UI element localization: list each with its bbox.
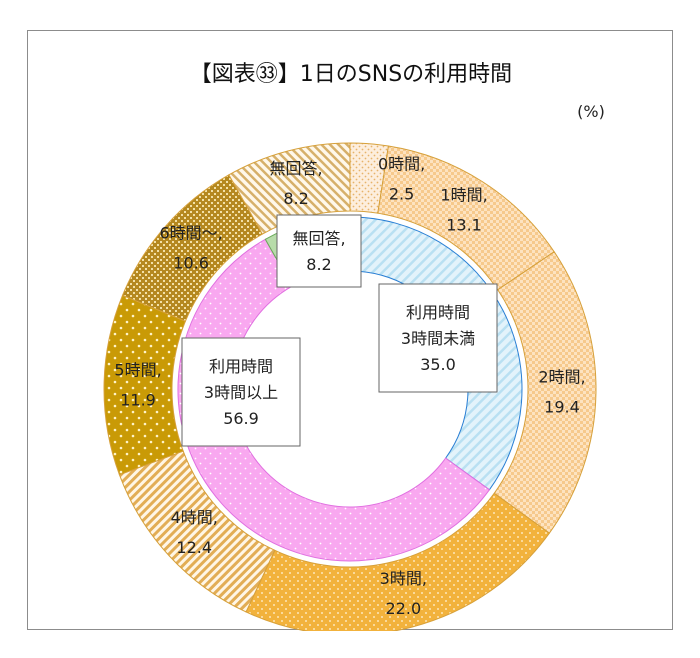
inner-label-box-0 [378, 283, 498, 393]
outer-value-4: 12.4 [176, 538, 212, 557]
chart-svg: 【図表㉝】1日のSNSの利用時間 (%) 0時間, 2.5 1時間, 13.1 2時間,… [103, 62, 605, 631]
chart-title: 【図表㉝】1日のSNSの利用時間 [190, 62, 512, 87]
outer-value-5: 11.9 [120, 390, 156, 409]
outer-label-0: 0時間, [378, 155, 425, 174]
inner-value-1: 56.9 [223, 409, 259, 428]
outer-value-3: 22.0 [386, 599, 422, 618]
inner-label-box-1 [181, 337, 301, 447]
inner-label-0-line-1: 3時間未満 [401, 329, 475, 348]
inner-labels: 利用時間 3時間未満 35.0 利用時間 3時間以上 56.9 無回答, 8.2 [181, 214, 498, 447]
inner-value-0: 35.0 [420, 355, 456, 374]
outer-label-1: 1時間, [440, 185, 487, 204]
outer-labels: 0時間, 2.5 1時間, 13.1 2時間, 19.4 3時間, 22.0 4時間, 12.4 5… [114, 155, 585, 619]
inner-label-1-line-0: 利用時間 [209, 357, 273, 376]
outer-label-6: 6時間～, [159, 224, 222, 243]
outer-label-2: 2時間, [538, 368, 585, 387]
outer-label-4: 4時間, [171, 508, 218, 527]
outer-value-1: 13.1 [446, 215, 482, 234]
outer-label-3: 3時間, [380, 569, 427, 588]
outer-value-2: 19.4 [544, 398, 580, 417]
outer-label-5: 5時間, [114, 360, 161, 379]
outer-ring [103, 142, 597, 631]
inner-label-1-line-1: 3時間以上 [204, 383, 278, 402]
inner-label-0-line-0: 利用時間 [406, 303, 470, 322]
outer-label-7: 無回答, [269, 159, 322, 178]
inner-label-2-line-0: 無回答, [292, 229, 345, 248]
outer-value-6: 10.6 [173, 254, 209, 273]
unit-label: (%) [577, 102, 605, 121]
outer-value-7: 8.2 [283, 189, 308, 208]
inner-value-2: 8.2 [306, 255, 331, 274]
outer-value-0: 2.5 [389, 185, 414, 204]
inner-label-box-2 [276, 214, 362, 288]
outer-slice-5 [103, 294, 187, 476]
chart-frame: 【図表㉝】1日のSNSの利用時間 (%) 0時間, 2.5 1時間, 13.1 2時間,… [27, 30, 673, 631]
inner-slice-1 [177, 238, 491, 562]
